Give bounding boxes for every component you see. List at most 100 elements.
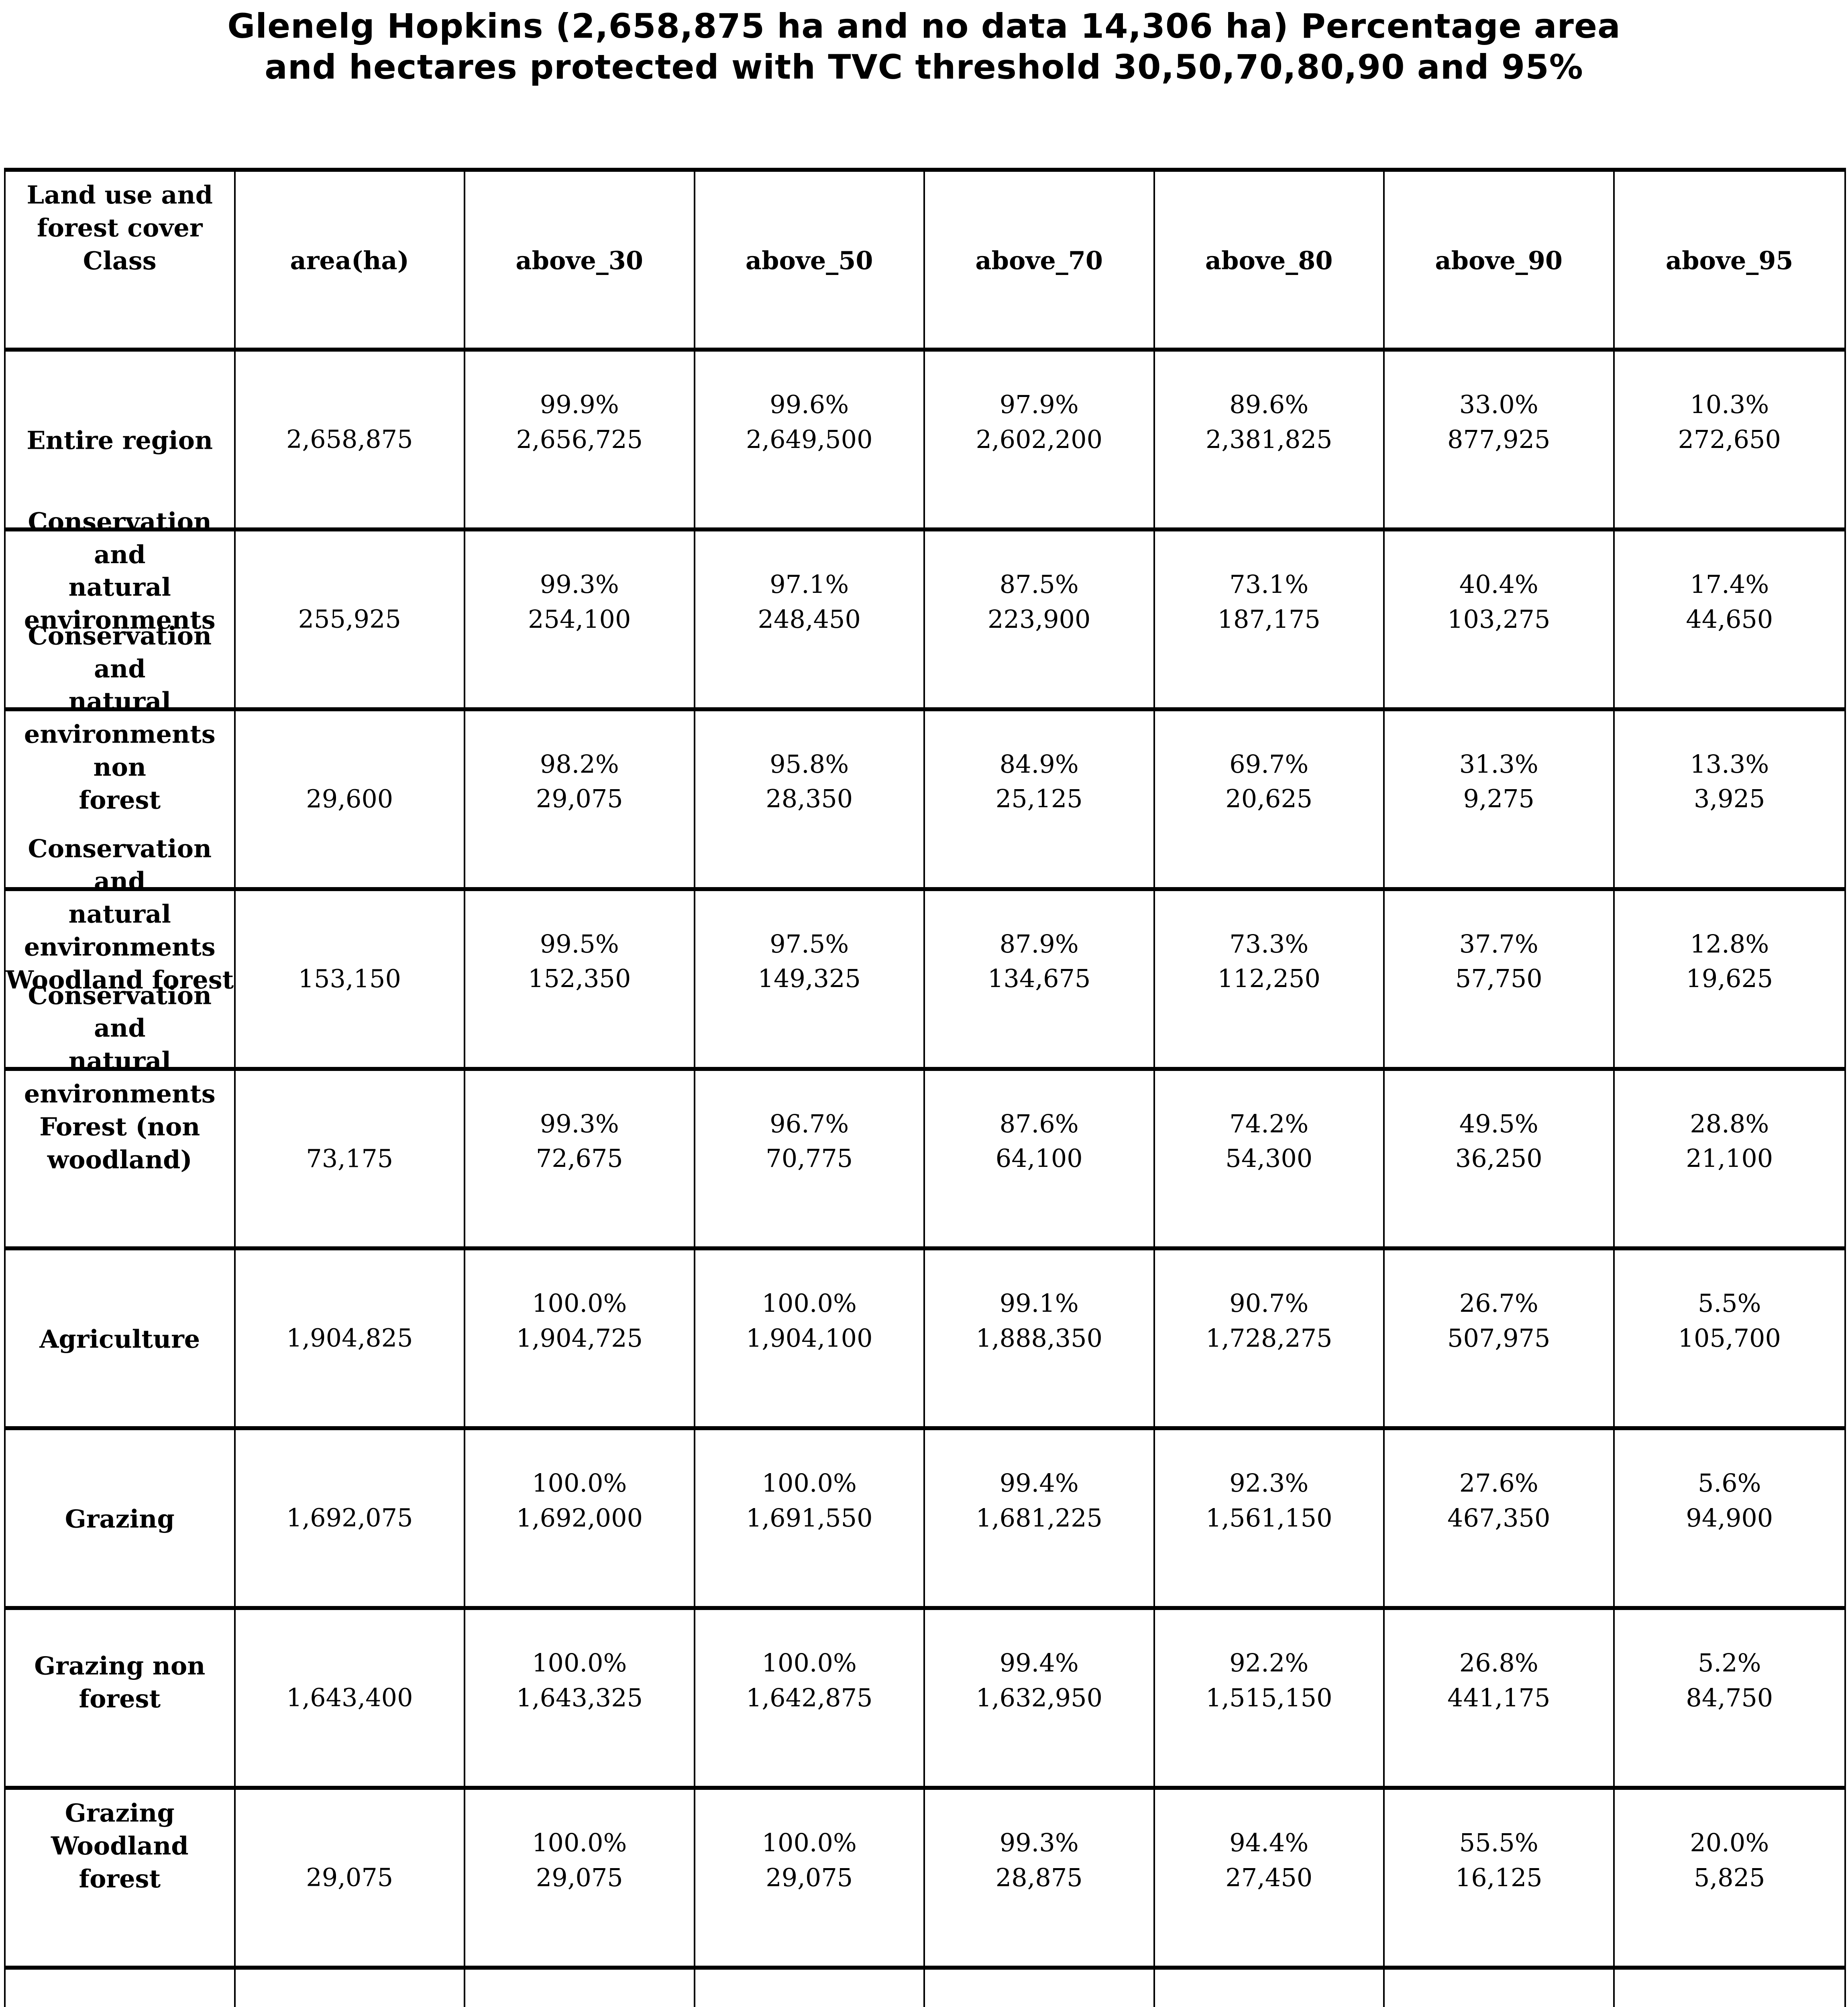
- data-cell: 73.1% 187,175: [1155, 531, 1385, 711]
- data-cell-text: 1,692,075: [286, 1503, 413, 1533]
- data-cell-text: 99.9% 2,656,725: [516, 389, 643, 454]
- data-cell: 97.3% 205,500: [925, 1970, 1155, 2007]
- data-cell: 28.8% 21,100: [1614, 1071, 1844, 1251]
- data-cell-text: 84.9% 25,125: [995, 749, 1083, 814]
- row-label-text: Entire region: [26, 425, 213, 455]
- data-cell-text: 97.3% 205,500: [919, 2005, 1159, 2007]
- row-label-text: Agriculture: [39, 1325, 200, 1354]
- data-cell: 100.0% 211,075: [465, 1970, 695, 2007]
- column-header-text: above_95: [1665, 246, 1793, 275]
- data-cell: 87.6% 64,100: [925, 1071, 1155, 1251]
- data-cell: 69.7% 20,625: [1155, 711, 1385, 891]
- data-cell: 5.6% 94,900: [1614, 1430, 1844, 1610]
- data-cell-text: 73,175: [306, 1144, 393, 1173]
- data-cell: 13.3% 3,925: [1614, 711, 1844, 891]
- data-cell-text: 97.9% 2,602,200: [976, 389, 1103, 454]
- data-cell-text: 99.5% 152,350: [528, 929, 631, 993]
- data-cell: 1,643,400: [235, 1610, 465, 1790]
- page-title: Glenelg Hopkins (2,658,875 ha and no dat…: [227, 6, 1621, 87]
- data-cell-text: 100.0% 1,904,725: [516, 1288, 643, 1353]
- data-cell: 153,150: [235, 891, 465, 1071]
- data-cell: 92.2% 1,515,150: [1155, 1610, 1385, 1790]
- data-cell: 89.6% 2,381,825: [1155, 351, 1385, 531]
- data-cell-text: 33.0% 877,925: [1447, 389, 1551, 454]
- data-cell: 19.1% 40,275: [1385, 1970, 1615, 2007]
- data-cell-text: 74.2% 54,300: [1225, 1109, 1313, 1173]
- data-cell-text: 78.5% 165,650: [1149, 2005, 1389, 2007]
- data-cell-text: 19.1% 40,275: [1379, 2005, 1619, 2007]
- data-cell: 31.3% 9,275: [1385, 711, 1615, 891]
- data-cell-text: 100.0% 29,075: [762, 1828, 857, 1892]
- column-header-text: Land use and forest cover Class: [26, 180, 213, 275]
- row-label: Conservation and natural environments Fo…: [6, 981, 236, 1251]
- data-cell-text: 100.0% 1,904,100: [746, 1288, 873, 1353]
- data-cell-text: 99.3% 28,875: [995, 1828, 1083, 1892]
- data-cell: 99.3% 28,875: [925, 1790, 1155, 1970]
- data-cell: 12.8% 19,625: [1614, 891, 1844, 1071]
- row-label: Entire region: [6, 351, 236, 531]
- row-label-text: Conservation and natural environments Wo…: [6, 833, 234, 995]
- data-cell: 17.4% 44,650: [1614, 531, 1844, 711]
- data-cell: 99.1% 1,888,350: [925, 1250, 1155, 1431]
- data-cell: 29,600: [235, 711, 465, 891]
- data-cell-text: 99.3% 72,675: [536, 1109, 623, 1173]
- data-cell-text: 37.7% 57,750: [1455, 929, 1542, 993]
- data-table: Land use and forest cover Class area(ha) a…: [4, 168, 1846, 2007]
- data-cell: 5.1% 10,750: [1615, 1970, 1845, 2007]
- column-header-text: above_50: [745, 246, 873, 275]
- data-cell: 92.3% 1,561,150: [1155, 1430, 1385, 1610]
- data-cell-text: 100.0% 1,691,550: [746, 1468, 873, 1533]
- data-cell-text: 100.0% 211,075: [460, 2005, 699, 2007]
- data-cell: 211,100: [236, 1970, 465, 2007]
- data-cell-text: 99.4% 1,632,950: [976, 1648, 1103, 1712]
- column-header: area(ha): [235, 172, 465, 352]
- data-cell-text: 27.6% 467,350: [1447, 1468, 1551, 1533]
- data-cell-text: 31.3% 9,275: [1459, 749, 1538, 814]
- data-cell-text: 5.6% 94,900: [1686, 1468, 1773, 1533]
- data-cell-text: 40.4% 103,275: [1447, 569, 1551, 634]
- data-cell: 99.4% 1,632,950: [925, 1610, 1155, 1790]
- data-cell-text: 87.6% 64,100: [995, 1109, 1083, 1173]
- data-cell: 90.7% 1,728,275: [1155, 1250, 1385, 1431]
- column-header: Land use and forest cover Class: [6, 172, 236, 352]
- column-header: above_95: [1614, 172, 1844, 352]
- data-cell-text: 5.1% 10,750: [1609, 2005, 1848, 2007]
- column-header-text: area(ha): [290, 246, 409, 275]
- data-cell: 100.0% 1,904,725: [465, 1250, 695, 1431]
- data-cell-text: 98.2% 29,075: [536, 749, 623, 814]
- data-cell: 73,175: [235, 1071, 465, 1251]
- data-cell: 20.0% 5,825: [1614, 1790, 1844, 1970]
- data-cell: 100.0% 1,692,000: [465, 1430, 695, 1610]
- data-cell: 255,925: [235, 531, 465, 711]
- data-cell: 100.0% 1,643,325: [465, 1610, 695, 1790]
- column-header: above_30: [465, 172, 695, 352]
- data-cell: 1,904,825: [235, 1250, 465, 1431]
- data-cell: 100.0% 1,691,550: [695, 1430, 925, 1610]
- data-cell-text: 73.3% 112,250: [1217, 929, 1320, 993]
- data-cell: 40.4% 103,275: [1385, 531, 1615, 711]
- data-cell-text: 92.2% 1,515,150: [1205, 1648, 1333, 1712]
- data-cell-text: 97.5% 149,325: [758, 929, 861, 993]
- column-header: above_80: [1155, 172, 1385, 352]
- data-cell: 26.8% 441,175: [1385, 1610, 1615, 1790]
- data-cell: 94.4% 27,450: [1155, 1790, 1385, 1970]
- data-cell-text: 5.2% 84,750: [1686, 1648, 1773, 1712]
- data-cell-text: 97.1% 248,450: [758, 569, 861, 634]
- row-label-text: Grazing: [65, 1504, 175, 1534]
- data-cell: 99.3% 254,100: [465, 531, 695, 711]
- data-cell: 99.6% 2,649,500: [695, 351, 925, 531]
- data-cell: 27.6% 467,350: [1385, 1430, 1615, 1610]
- data-cell: 55.5% 16,125: [1385, 1790, 1615, 1970]
- data-cell: 87.5% 223,900: [925, 531, 1155, 711]
- data-cell: 37.7% 57,750: [1385, 891, 1615, 1071]
- row-label-text: Grazing Woodland forest: [51, 1798, 189, 1893]
- data-cell-text: 12.8% 19,625: [1686, 929, 1773, 993]
- row-label: Grazing Woodland forest: [6, 1790, 236, 1970]
- data-cell: 99.4% 1,681,225: [925, 1430, 1155, 1610]
- data-cell: 5.2% 84,750: [1614, 1610, 1844, 1790]
- data-cell: 100.0% 1,642,875: [695, 1610, 925, 1790]
- row-label: Grazing non forest: [6, 1610, 236, 1790]
- data-cell-text: 153,150: [298, 964, 401, 993]
- row-label: Conservation and natural environments no…: [6, 621, 236, 891]
